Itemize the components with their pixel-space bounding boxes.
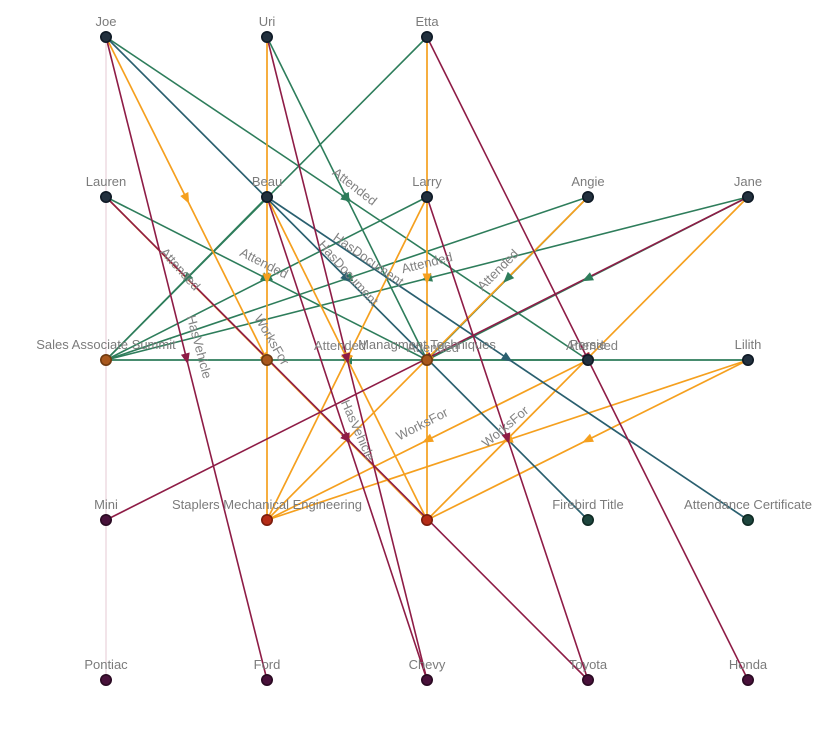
arrowhead-hasdocument-beau-attcert	[500, 351, 513, 362]
node-beau[interactable]	[260, 191, 273, 204]
node-toyota[interactable]	[581, 673, 594, 686]
node-mt[interactable]	[420, 353, 433, 366]
arrowhead-hasvehicle-joe-ford	[180, 352, 190, 365]
node-label-staplers: Staplers Mechanical Engineering	[172, 497, 362, 512]
node-larry[interactable]	[420, 191, 433, 204]
node-companyA[interactable]	[260, 353, 273, 366]
node-label-honda: Honda	[729, 657, 768, 672]
node-label-toyota: Toyota	[569, 657, 608, 672]
node-joe[interactable]	[100, 30, 113, 43]
node-label-lilith: Lilith	[735, 337, 762, 352]
node-ford[interactable]	[260, 673, 273, 686]
node-staplers[interactable]	[260, 513, 273, 526]
arrowhead-worksfor-persie-staplers	[422, 433, 434, 443]
node-persie[interactable]	[581, 353, 594, 366]
edge-label-attended-4: Attended	[474, 246, 521, 293]
node-companyB[interactable]	[420, 513, 433, 526]
arrowhead-worksfor-uri-staplers	[262, 273, 272, 285]
node-label-larry: Larry	[412, 174, 442, 189]
node-label-mini: Mini	[94, 497, 118, 512]
arrowhead-worksfor-etta-companyB	[422, 273, 432, 285]
edge-label-attended-7: Attended	[566, 338, 618, 353]
arrowhead-hasvehicle-uri-chevy	[341, 352, 351, 365]
arrowhead-hasvehicle-lauren-toyota	[340, 431, 352, 443]
node-label-lauren: Lauren	[86, 174, 126, 189]
node-etta[interactable]	[420, 30, 433, 43]
node-lilith[interactable]	[741, 353, 754, 366]
node-label-sas: Sales Associate Summit	[36, 337, 176, 352]
node-label-pontiac: Pontiac	[84, 657, 128, 672]
node-pontiac[interactable]	[100, 673, 113, 686]
node-honda[interactable]	[741, 673, 754, 686]
node-label-layer: Joe Uri Etta Lauren Beau Larry Angie Jane Sales …	[36, 14, 812, 672]
node-label-ford: Ford	[254, 657, 281, 672]
node-attcert[interactable]	[741, 513, 754, 526]
node-label-chevy: Chevy	[409, 657, 446, 672]
edge-label-hasvehicle-13: HasVehicle	[184, 313, 215, 380]
node-label-uri: Uri	[259, 14, 276, 29]
node-uri[interactable]	[260, 30, 273, 43]
node-mini[interactable]	[100, 513, 113, 526]
arrowhead-attended-joe-persie	[340, 191, 352, 202]
arrowhead-attended-angie-mt	[503, 271, 515, 283]
node-layer	[100, 30, 754, 686]
arrowhead-hasvehicle-larry-toyota	[501, 432, 511, 445]
node-label-persie: Persie	[570, 337, 607, 352]
node-label-jane: Jane	[734, 174, 762, 189]
node-label-mt: Managment Techniques	[358, 337, 496, 352]
edge-label-attended-5: Attended	[314, 338, 366, 353]
arrowhead-attended-jane-mt	[582, 272, 594, 282]
arrowhead-worksfor-lilith-companyB	[582, 433, 594, 443]
node-label-joe: Joe	[96, 14, 117, 29]
arrowhead-attended-beau-sas	[182, 271, 194, 283]
node-sas[interactable]	[100, 353, 113, 366]
node-label-attcert: Attendance Certificate	[684, 497, 812, 512]
node-firebird[interactable]	[581, 513, 594, 526]
node-chevy[interactable]	[420, 673, 433, 686]
edge-label-attended-0: Attended	[330, 165, 380, 209]
node-label-etta: Etta	[415, 14, 439, 29]
edge-label-layer: Attended Attended Attended Attended Attended…	[157, 165, 618, 463]
edge-label-attended-6: Attended	[407, 340, 459, 355]
node-angie[interactable]	[581, 191, 594, 204]
node-label-firebird: Firebird Title	[552, 497, 624, 512]
node-label-angie: Angie	[571, 174, 604, 189]
arrowhead-worksfor-joe-companyA	[180, 192, 190, 204]
node-label-beau: Beau	[252, 174, 282, 189]
edge-label-worksfor-11: WorksFor	[394, 404, 451, 443]
arrowhead-hasdocument-joe-firebird	[340, 271, 352, 283]
node-lauren[interactable]	[100, 191, 113, 204]
node-jane[interactable]	[741, 191, 754, 204]
